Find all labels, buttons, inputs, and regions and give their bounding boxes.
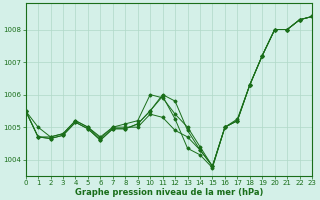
X-axis label: Graphe pression niveau de la mer (hPa): Graphe pression niveau de la mer (hPa)	[75, 188, 263, 197]
